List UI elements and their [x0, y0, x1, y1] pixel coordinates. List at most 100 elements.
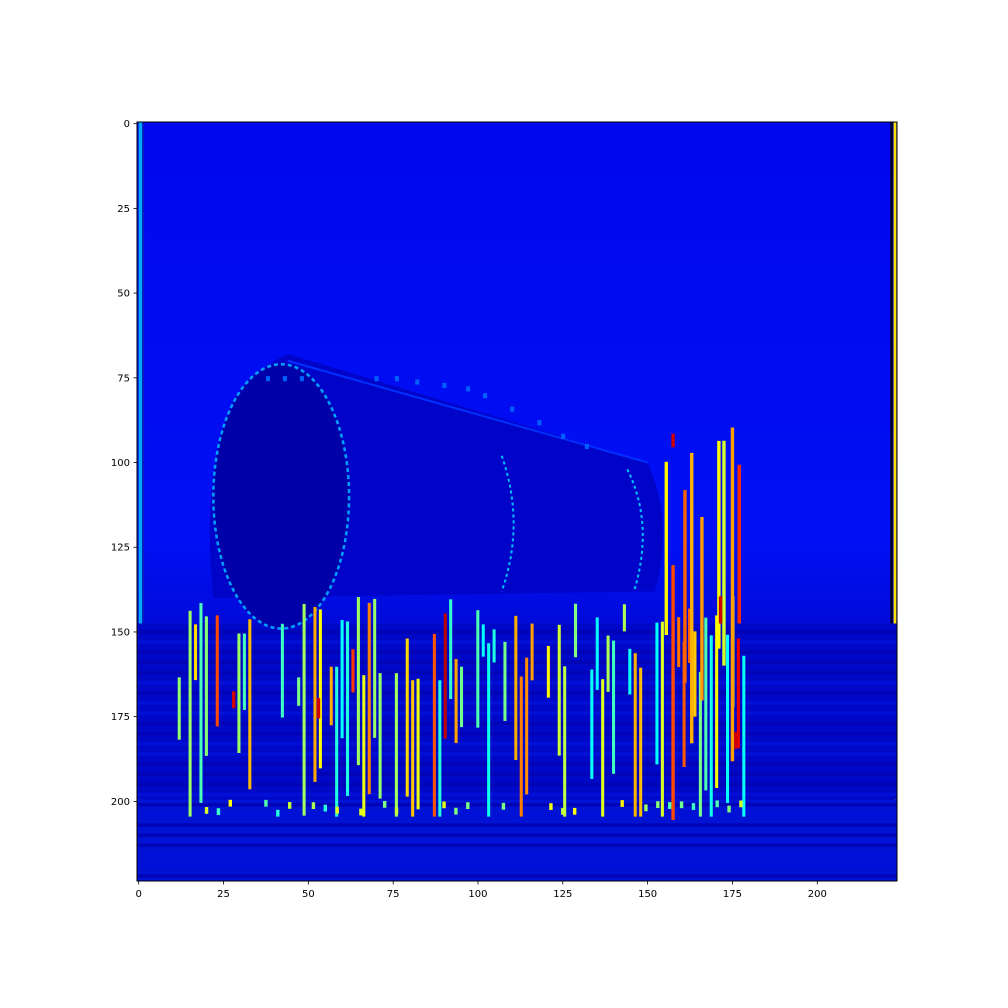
edge-response	[563, 666, 567, 817]
ground-stripe	[137, 792, 897, 797]
boiler-rivet	[510, 406, 515, 412]
ground	[137, 799, 897, 881]
wheel-dot	[323, 804, 327, 812]
boiler-band-edge	[500, 455, 515, 592]
x-axis: 0 25 50 75 100 125 150 175 200	[136, 881, 827, 900]
wheel-dot	[276, 809, 280, 817]
boiler-rivet	[299, 376, 304, 382]
cab-edge-response	[683, 490, 687, 683]
y-tick-label: 50	[117, 289, 130, 300]
edge-response	[302, 603, 306, 816]
ground-stripe	[137, 803, 897, 807]
wheel-dot	[442, 801, 446, 809]
edge-response	[622, 604, 626, 632]
cab-edge-response	[664, 461, 668, 636]
peak-response	[671, 433, 675, 448]
edge-response	[704, 617, 708, 791]
wheel-dot	[715, 800, 719, 808]
edge-response	[362, 675, 366, 817]
edge-response	[248, 619, 252, 790]
ground-stripe	[137, 762, 897, 766]
left-edge-column	[142, 122, 145, 881]
edge-response	[682, 641, 686, 768]
ground-stripe	[137, 823, 897, 827]
wheel-dot	[264, 799, 268, 807]
x-tick-label: 75	[387, 889, 400, 900]
edge-response	[367, 602, 371, 795]
edge-response	[655, 622, 659, 765]
wheel-dot	[228, 799, 232, 807]
edge-response	[329, 666, 333, 726]
boiler-rivet	[265, 376, 270, 382]
cab-edge-response	[690, 452, 694, 744]
boiler-rear-edge	[626, 468, 644, 592]
x-tick-label: 175	[723, 889, 742, 900]
x-tick-label: 200	[808, 889, 827, 900]
plot-frame	[136, 121, 898, 882]
edge-response	[525, 657, 529, 795]
edge-response	[726, 634, 730, 803]
y-tick-label: 150	[111, 627, 130, 638]
ground-stripe	[137, 874, 897, 878]
edge-response	[454, 659, 458, 744]
edge-response	[633, 653, 637, 817]
x-tick-label: 125	[553, 889, 572, 900]
peak-response	[734, 731, 738, 749]
wheel-dot	[549, 803, 553, 810]
wheel-dot	[466, 802, 470, 809]
boiler-rivet	[415, 379, 420, 385]
cab-edge-response	[722, 440, 726, 666]
edge-response	[715, 615, 719, 788]
x-tick-label: 0	[136, 889, 142, 900]
edge-response	[530, 623, 534, 681]
edge-response	[688, 608, 692, 664]
peak-response	[232, 691, 236, 709]
y-tick-label: 0	[124, 119, 130, 130]
edge-response	[199, 603, 203, 803]
edge-response	[432, 633, 436, 817]
x-tick-label: 100	[468, 889, 487, 900]
wheel-dot	[561, 807, 565, 815]
edge-response	[709, 635, 713, 817]
ground-stripe	[137, 782, 897, 787]
left-edge-column	[138, 122, 143, 881]
wheel-dot	[691, 803, 696, 810]
boiler-front	[213, 364, 350, 629]
wheel-dot	[739, 800, 743, 808]
edge-response	[394, 673, 398, 817]
wheel-dot	[572, 807, 577, 815]
wheel-dot	[656, 801, 660, 808]
cab-edge-response	[737, 464, 741, 624]
edge-response	[443, 613, 447, 739]
edge-response	[601, 679, 605, 817]
boiler-rivet	[374, 376, 379, 382]
ground-stripe	[137, 833, 897, 837]
y-tick-label: 25	[117, 204, 130, 215]
edge-response	[346, 621, 350, 796]
plot-area	[137, 122, 897, 881]
boiler-rivet	[394, 376, 399, 382]
edge-response	[677, 617, 681, 668]
edge-response	[514, 615, 518, 760]
ground-stripe	[137, 853, 897, 858]
edge-response	[476, 610, 480, 728]
peak-response	[718, 596, 723, 624]
edge-response	[356, 597, 360, 766]
edge-response	[411, 680, 415, 817]
edge-response	[242, 633, 246, 710]
edge-response	[177, 677, 181, 740]
wheel-dot	[679, 801, 684, 809]
edge-response	[438, 680, 442, 817]
right-edge-column	[890, 122, 893, 881]
edge-response	[204, 616, 208, 756]
edge-response	[519, 676, 523, 817]
boiler-rivet	[584, 443, 589, 449]
boiler-rivet	[466, 386, 471, 392]
edge-response	[237, 633, 241, 754]
edge-response	[405, 638, 409, 797]
wheel-dot	[287, 801, 292, 809]
edge-response	[612, 640, 616, 774]
y-axis: 0 25 50 75 100 125 150 175 200	[111, 119, 137, 808]
boiler-rivet	[442, 382, 447, 388]
edge-response	[188, 610, 192, 817]
